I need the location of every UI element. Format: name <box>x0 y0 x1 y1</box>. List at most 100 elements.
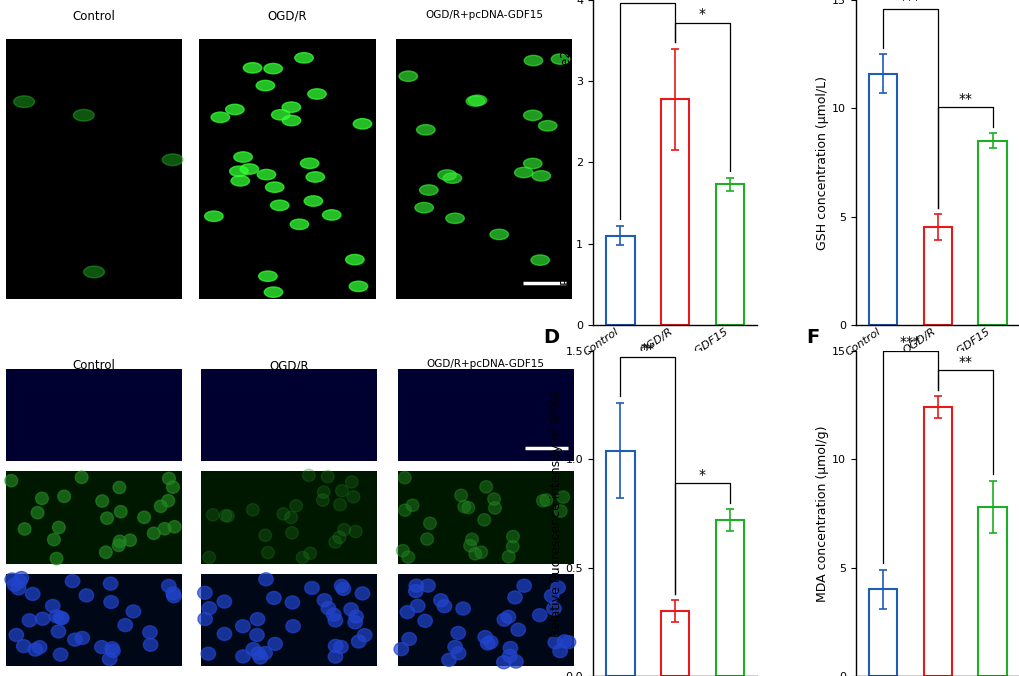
Circle shape <box>300 158 319 168</box>
Y-axis label: MDA concentration (μmol/g): MDA concentration (μmol/g) <box>815 425 828 602</box>
Ellipse shape <box>221 510 234 522</box>
Text: D: D <box>543 329 559 347</box>
Ellipse shape <box>102 652 117 665</box>
Circle shape <box>265 182 283 193</box>
Ellipse shape <box>217 627 231 640</box>
Text: **: ** <box>957 92 971 105</box>
Ellipse shape <box>219 510 231 522</box>
Ellipse shape <box>162 495 174 507</box>
Text: **: ** <box>957 355 971 369</box>
Ellipse shape <box>478 514 490 526</box>
Ellipse shape <box>410 600 425 612</box>
Y-axis label: Relative fluorescence intensity of Fe2+: Relative fluorescence intensity of Fe2+ <box>559 40 573 285</box>
Ellipse shape <box>114 506 127 518</box>
Y-axis label: Relative fluorescence intensity of GPX4: Relative fluorescence intensity of GPX4 <box>549 390 562 637</box>
Ellipse shape <box>28 643 43 656</box>
Ellipse shape <box>262 546 274 558</box>
Ellipse shape <box>11 582 25 595</box>
Ellipse shape <box>162 473 175 485</box>
Ellipse shape <box>50 552 63 564</box>
Circle shape <box>524 55 542 66</box>
Ellipse shape <box>418 614 432 627</box>
FancyBboxPatch shape <box>6 471 181 564</box>
Ellipse shape <box>58 490 70 502</box>
Ellipse shape <box>357 629 372 642</box>
Ellipse shape <box>148 527 160 539</box>
Ellipse shape <box>396 544 409 557</box>
Ellipse shape <box>334 579 348 592</box>
Ellipse shape <box>253 651 267 664</box>
Ellipse shape <box>423 517 436 529</box>
Ellipse shape <box>285 620 300 633</box>
Ellipse shape <box>49 610 64 623</box>
Ellipse shape <box>328 536 341 548</box>
Ellipse shape <box>12 575 26 587</box>
Ellipse shape <box>441 653 455 667</box>
Ellipse shape <box>206 508 219 521</box>
Ellipse shape <box>556 491 569 503</box>
Ellipse shape <box>451 647 466 660</box>
Bar <box>868 589 897 676</box>
FancyBboxPatch shape <box>397 369 574 462</box>
Ellipse shape <box>560 635 575 649</box>
Circle shape <box>466 96 484 106</box>
Bar <box>977 507 1006 676</box>
Ellipse shape <box>138 511 151 523</box>
Circle shape <box>244 63 262 73</box>
Ellipse shape <box>51 625 65 638</box>
Ellipse shape <box>500 610 516 623</box>
Ellipse shape <box>316 494 329 506</box>
Ellipse shape <box>303 469 315 481</box>
Ellipse shape <box>393 643 409 656</box>
Ellipse shape <box>450 627 465 639</box>
Ellipse shape <box>462 502 474 514</box>
Text: **: ** <box>640 0 654 1</box>
Ellipse shape <box>348 525 362 537</box>
Bar <box>715 520 743 676</box>
Ellipse shape <box>333 498 346 511</box>
Ellipse shape <box>488 502 500 514</box>
Ellipse shape <box>250 612 265 626</box>
Ellipse shape <box>556 635 572 648</box>
Ellipse shape <box>266 592 281 604</box>
Circle shape <box>345 254 364 265</box>
Ellipse shape <box>79 589 94 602</box>
Ellipse shape <box>53 648 67 661</box>
Circle shape <box>445 213 464 224</box>
Circle shape <box>398 71 417 81</box>
Ellipse shape <box>198 612 212 625</box>
Ellipse shape <box>345 476 358 488</box>
Ellipse shape <box>335 485 347 497</box>
Ellipse shape <box>33 641 47 654</box>
Ellipse shape <box>289 500 303 512</box>
Ellipse shape <box>326 608 340 621</box>
Bar <box>715 185 743 325</box>
Ellipse shape <box>511 623 525 636</box>
Ellipse shape <box>532 608 546 622</box>
Ellipse shape <box>550 581 565 594</box>
Ellipse shape <box>112 539 125 552</box>
Circle shape <box>523 110 541 120</box>
Ellipse shape <box>505 540 519 553</box>
Ellipse shape <box>95 641 109 654</box>
Circle shape <box>523 158 541 169</box>
Circle shape <box>271 110 289 120</box>
Circle shape <box>514 167 533 178</box>
Ellipse shape <box>48 533 60 546</box>
FancyBboxPatch shape <box>6 39 181 299</box>
Ellipse shape <box>328 614 342 627</box>
Ellipse shape <box>317 486 330 498</box>
Ellipse shape <box>166 589 181 603</box>
Circle shape <box>257 170 275 180</box>
Ellipse shape <box>420 533 433 546</box>
Text: F: F <box>806 329 819 347</box>
Ellipse shape <box>161 579 176 592</box>
Ellipse shape <box>106 644 120 658</box>
Ellipse shape <box>296 552 309 564</box>
Circle shape <box>306 172 324 182</box>
Ellipse shape <box>16 639 31 652</box>
Ellipse shape <box>454 489 467 502</box>
Ellipse shape <box>333 640 347 654</box>
Ellipse shape <box>259 573 273 586</box>
Ellipse shape <box>250 629 264 642</box>
